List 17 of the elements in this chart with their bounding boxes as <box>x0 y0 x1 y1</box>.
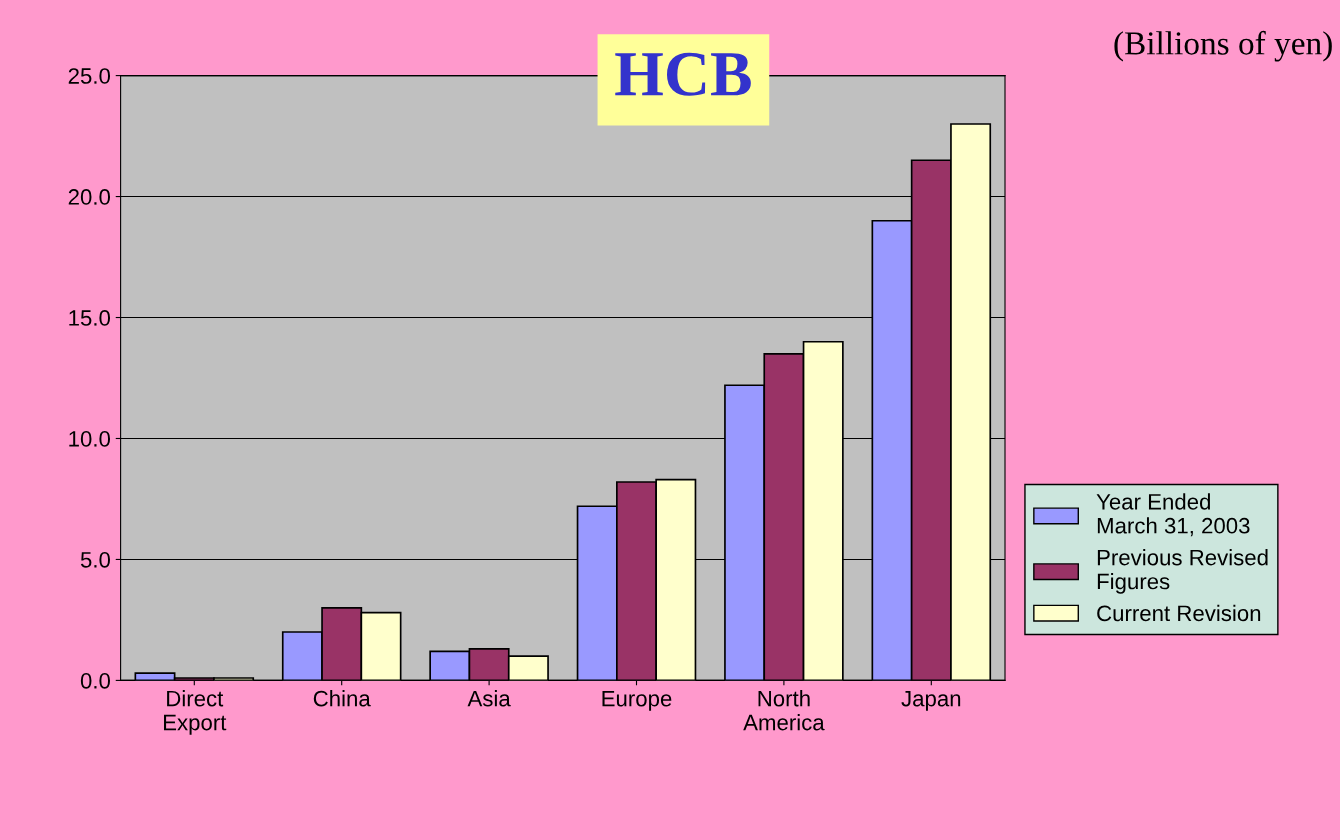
text: (Billions of yen) <box>1114 30 1332 62</box>
x-tick-label: Europe <box>602 690 672 711</box>
x-tick-label: China <box>313 690 371 707</box>
y-tick-label: 10.0 <box>69 431 111 447</box>
y-tick-label: 25.0 <box>68 68 111 84</box>
y-tick-label: 0.0 <box>80 672 111 689</box>
legend-label: Current Revision <box>1097 604 1261 622</box>
x-tick-label: Japan <box>901 690 961 711</box>
y-tick-label: 15.0 <box>69 310 111 326</box>
y-tick-label: 20.0 <box>68 189 111 205</box>
x-tick-label: North America <box>743 690 825 731</box>
x-tick-label: Asia <box>467 690 511 707</box>
x-tick-label: Direct Export <box>164 690 227 735</box>
y-tick-label: 5.0 <box>80 551 111 568</box>
legend-label: Year Ended March 31, 2003 <box>1096 493 1250 537</box>
legend-label: Previous Revised Figures <box>1097 549 1268 594</box>
chart-title: HCB <box>615 52 751 96</box>
